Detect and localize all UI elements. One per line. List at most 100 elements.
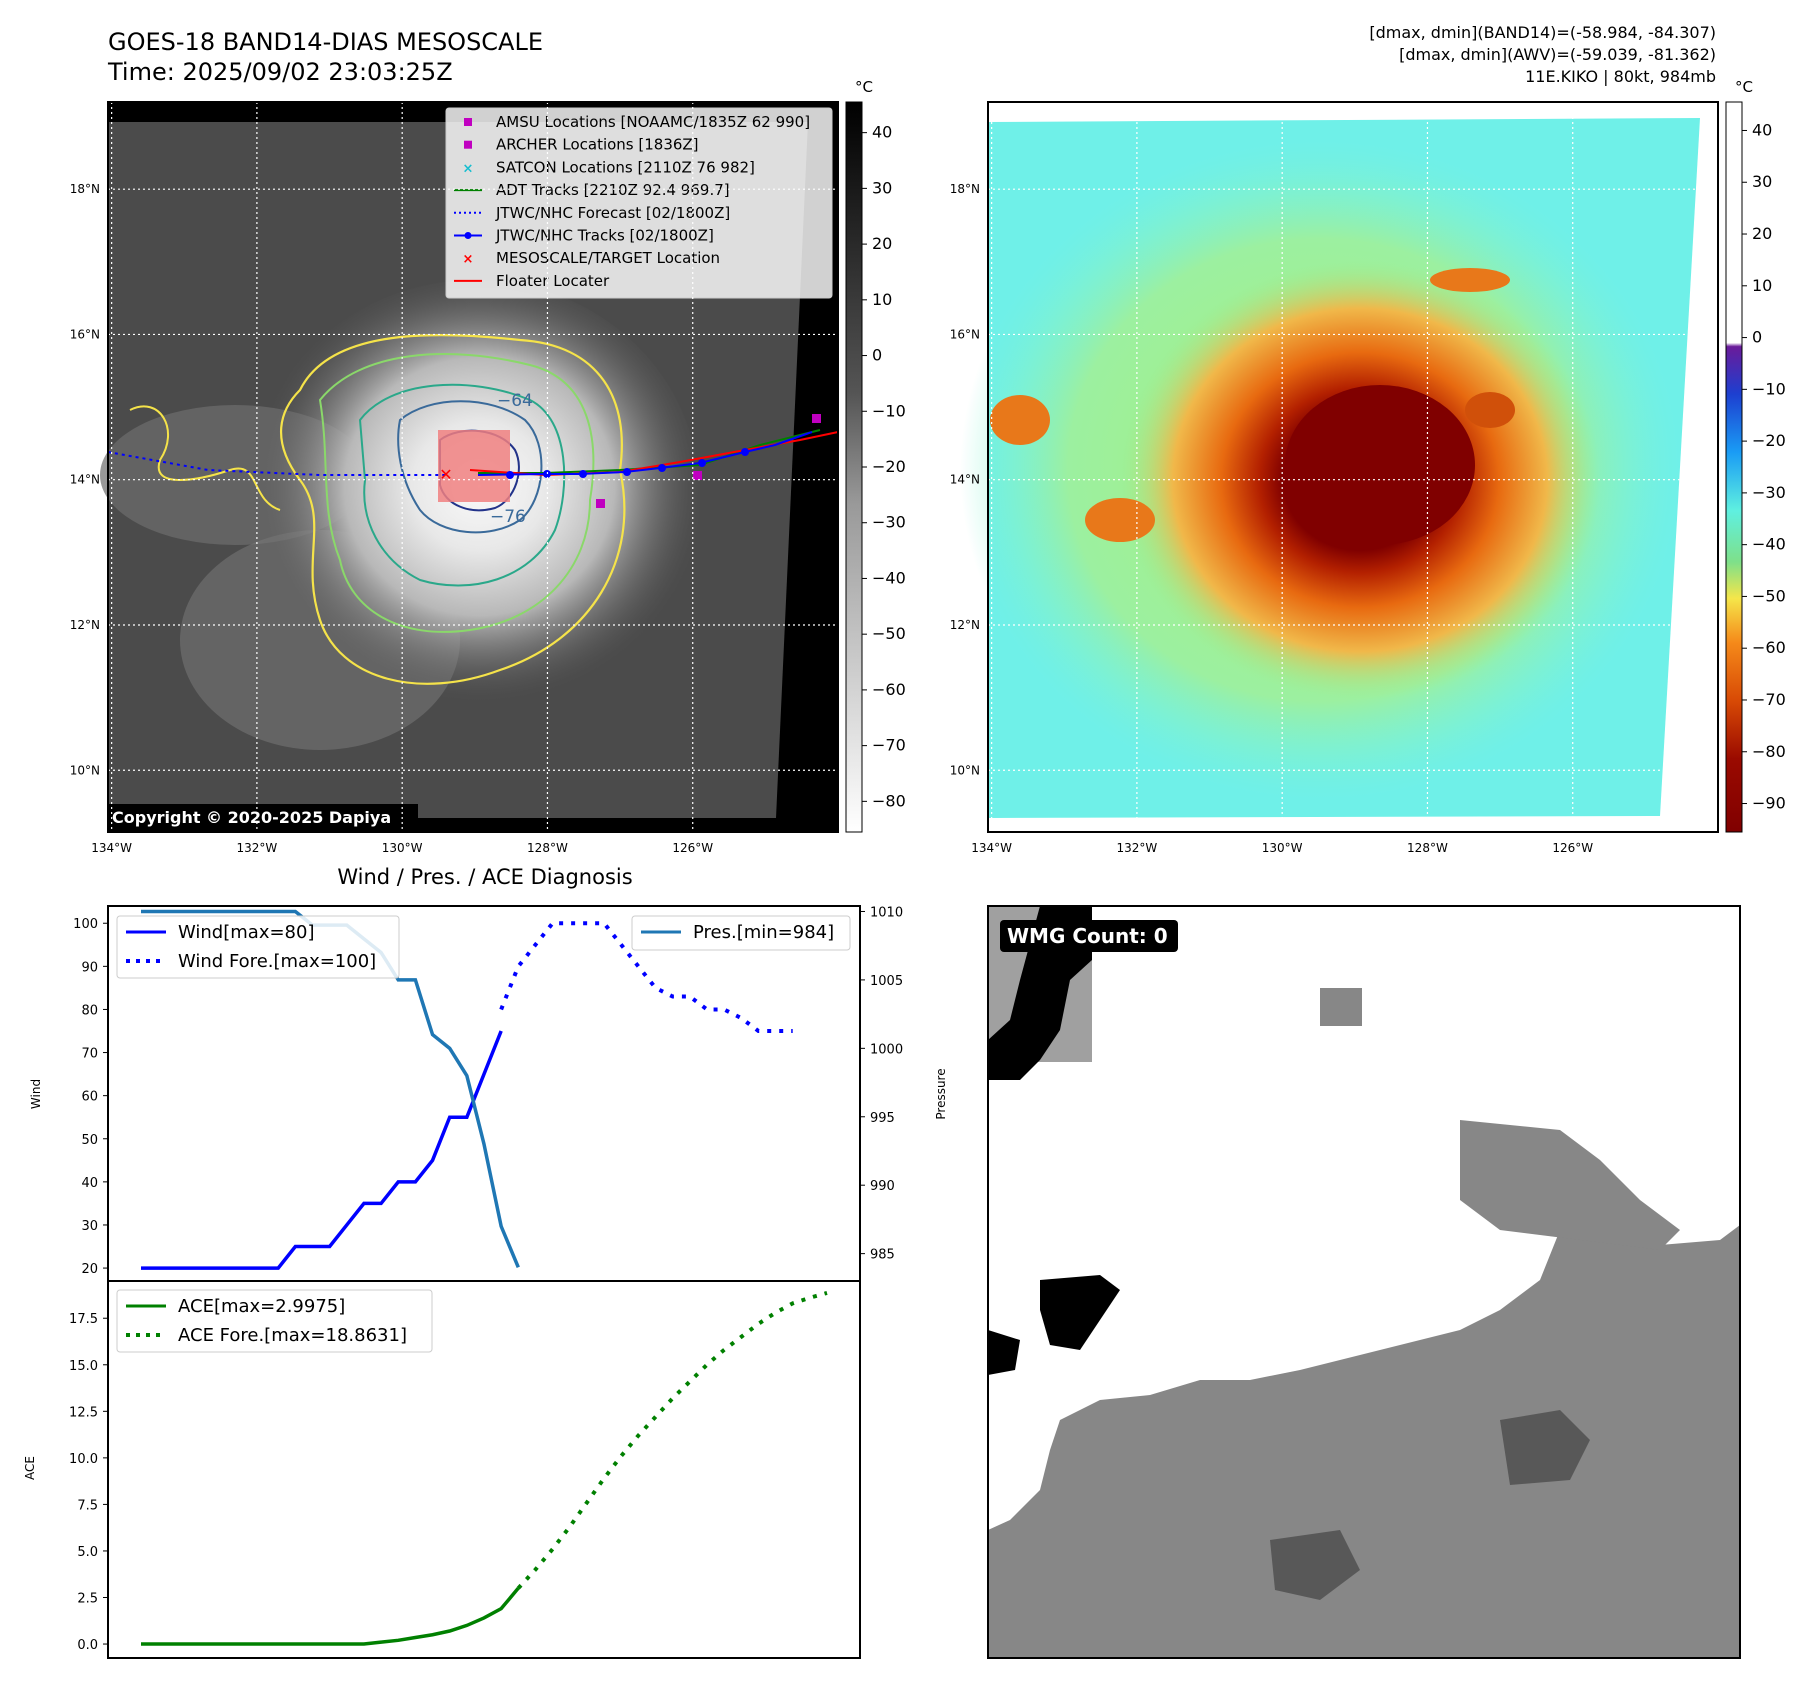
awv-lon-label: 128°W	[1407, 841, 1448, 855]
ir-colorbar: °C 40 30 20 10 0 −10 −20 −30 −40 −50 −60 −70 −80	[845, 78, 906, 833]
ir-lon-label: 130°W	[382, 841, 423, 855]
ir-contour-green	[318, 353, 595, 633]
ir-lat-label: 14°N	[70, 473, 100, 487]
contour-label-76: −76	[490, 507, 526, 527]
awv-lat-label: 10°N	[950, 763, 980, 777]
wind-tick-label: 30	[81, 1219, 98, 1234]
awv-lat-label: 14°N	[950, 473, 980, 487]
archer-location-marker-east	[812, 414, 821, 423]
wmg-panel: WMG Count: 0	[987, 905, 1741, 1659]
figure-title: GOES-18 BAND14-DIAS MESOSCALE	[108, 28, 543, 56]
pressure-legend: Pres.[min=984]	[631, 915, 851, 951]
wmg-black-cluster-west	[988, 1330, 1020, 1375]
figure-time: Time: 2025/09/02 23:03:25Z	[107, 58, 453, 86]
awv-colorbar-tick-label: 0	[1752, 328, 1762, 347]
ace-tick-label: 17.5	[69, 1312, 98, 1327]
ir-lon-label: 126°W	[672, 841, 713, 855]
wmg-gray-region-main	[988, 1225, 1740, 1658]
awv-lon-label: 132°W	[1117, 841, 1158, 855]
awv-colorbar-tick-label: −80	[1752, 742, 1786, 761]
amsu-location-marker	[596, 499, 605, 508]
legend-marker-x: ×	[463, 252, 474, 267]
pressure-tick-label: 1005	[870, 974, 903, 989]
wind-pressure-chart: Wind Pressure 20 30 40 50 60 70 80 90 100 985 990…	[29, 905, 948, 1282]
ace-legend: ACE[max=2.9975] ACE Fore.[max=18.8631]	[116, 1289, 433, 1353]
ace-tick-label: 5.0	[77, 1545, 98, 1560]
copyright-text: Copyright © 2020-2025 Dapiya	[112, 808, 391, 827]
awv-lon-label: 134°W	[971, 841, 1012, 855]
awv-lat-label: 18°N	[950, 182, 980, 196]
wmg-dark-patch-east	[1500, 1410, 1590, 1485]
ir-lon-label: 128°W	[527, 841, 568, 855]
wind-tick-label: 100	[73, 917, 98, 932]
jtwc-track-points	[506, 448, 749, 479]
ir-contour-yellow	[279, 333, 626, 685]
storm-info: 11E.KIKO | 80kt, 984mb	[1525, 67, 1716, 86]
legend-label: SATCON Locations [2110Z 76 982]	[496, 158, 755, 176]
wmg-gray-region-north	[1460, 1120, 1680, 1250]
pressure-tick-label: 990	[870, 1179, 895, 1194]
wmg-count-label: WMG Count: 0	[1007, 924, 1168, 948]
awv-moisture-patch-east	[1465, 392, 1515, 428]
legend-label: JTWC/NHC Tracks [02/1800Z]	[495, 227, 714, 245]
ir-colorbar-tick-label: −20	[872, 457, 906, 476]
wind-tick-label: 70	[81, 1047, 98, 1062]
legend-marker-dot	[464, 232, 472, 239]
awv-moisture-patch-north	[1430, 268, 1510, 292]
legend-label: Floater Locater	[496, 272, 610, 290]
awv-colorbar-tick-label: −50	[1752, 586, 1786, 605]
ir-colorbar-tick-label: 40	[872, 123, 892, 142]
awv-lat-label: 16°N	[950, 327, 980, 341]
ir-colorbar-tick-label: −80	[872, 791, 906, 810]
ir-contour-teal	[358, 383, 566, 587]
ace-legend-label: ACE[max=2.9975]	[178, 1296, 345, 1317]
awv-colorbar-tick-label: 10	[1752, 276, 1772, 295]
wind-tick-label: 50	[81, 1133, 98, 1148]
ir-colorbar-tick-label: −50	[872, 624, 906, 643]
awv-colorbar-tick-label: −90	[1752, 794, 1786, 813]
forecast-track-line	[107, 451, 446, 476]
wind-tick-label: 90	[81, 960, 98, 975]
wind-tick-label: 80	[81, 1003, 98, 1018]
ace-forecast-legend-label: ACE Fore.[max=18.8631]	[178, 1325, 407, 1346]
awv-moisture-patch-west	[990, 395, 1050, 445]
ir-lat-label: 16°N	[70, 327, 100, 341]
ir-colorbar-scale	[845, 101, 863, 833]
copyright-background	[108, 804, 418, 830]
ace-tick-label: 2.5	[77, 1591, 98, 1606]
legend-label: MESOSCALE/TARGET Location	[496, 249, 720, 267]
awv-map-frame	[987, 101, 1719, 833]
pressure-legend-frame	[631, 915, 851, 951]
ir-colorbar-tick-label: −10	[872, 401, 906, 420]
wind-forecast-legend-label: Wind Fore.[max=100]	[178, 951, 376, 972]
mesoscale-target-marker: ✕	[439, 465, 452, 484]
pressure-tick-label: 1000	[870, 1042, 903, 1057]
legend-label: ARCHER Locations [1836Z]	[496, 136, 699, 154]
legend-frame	[445, 107, 833, 299]
awv-map-panel: 18°N 16°N 14°N 12°N 10°N 134°W 132°W 130°W 128°W…	[950, 101, 1719, 855]
awv-map-gridlines	[988, 102, 1718, 832]
ace-legend-frame	[116, 1289, 433, 1353]
ir-colorbar-tick-label: 0	[872, 346, 882, 365]
ir-lat-label: 12°N	[70, 618, 100, 632]
wind-tick-label: 40	[81, 1176, 98, 1191]
ir-lat-label: 10°N	[70, 763, 100, 777]
awv-lon-label: 126°W	[1552, 841, 1593, 855]
pressure-tick-label: 1010	[870, 905, 903, 920]
diagnosis-title: Wind / Pres. / ACE Diagnosis	[337, 865, 632, 889]
awv-colorbar-tick-label: −40	[1752, 535, 1786, 554]
legend-label: AMSU Locations [NOAAMC/1835Z 62 990]	[496, 113, 810, 131]
wind-legend-label: Wind[max=80]	[178, 922, 315, 943]
ir-colorbar-tick-label: −60	[872, 680, 906, 699]
wmg-black-cluster-mid	[1040, 1275, 1120, 1350]
wind-tick-label: 60	[81, 1090, 98, 1105]
pressure-tick-label: 995	[870, 1111, 895, 1126]
awv-colorbar-tick-label: −20	[1752, 431, 1786, 450]
series-line-ace	[141, 1587, 520, 1646]
series-line-wind	[141, 1030, 503, 1270]
legend-label: ADT Tracks [2210Z 92.4 969.7]	[496, 181, 730, 199]
wmg-gray-patch-small	[1320, 988, 1362, 1026]
awv-colorbar-tick-label: −30	[1752, 483, 1786, 502]
series-line-wind-forecast	[499, 921, 793, 1033]
mesoscale-target-box	[438, 430, 510, 502]
